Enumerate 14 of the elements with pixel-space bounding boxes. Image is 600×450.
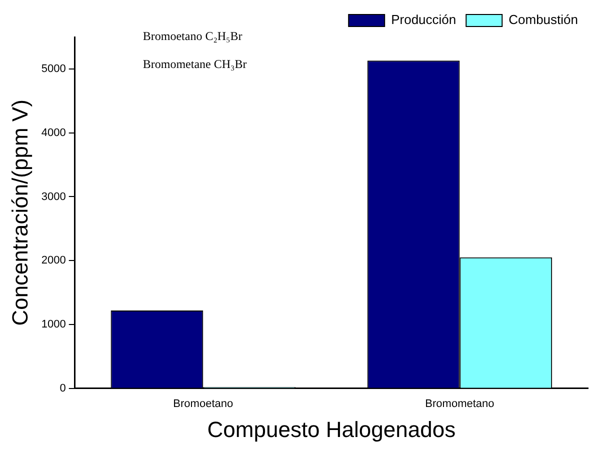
annotation: Bromoetano C₂H₅Br [142, 29, 242, 44]
x-tick-label: Bromoetano [173, 398, 234, 410]
x-axis-title: Compuesto Halogenados [207, 416, 456, 442]
legend-label: Combustión [508, 12, 578, 28]
x-tick-label: Bromometano [425, 398, 494, 410]
y-tick-label: 2000 [41, 254, 66, 267]
y-tick-label: 3000 [41, 190, 66, 203]
y-axis-title: Concentración/(ppm V) [7, 100, 32, 326]
annotation: Bromometane CH₃Br [142, 57, 247, 72]
y-tick-label: 4000 [41, 126, 66, 139]
legend-label: Producción [391, 12, 456, 28]
y-tick-label: 1000 [41, 318, 66, 331]
y-tick-label: 0 [60, 382, 66, 394]
y-tick-label: 5000 [41, 62, 66, 75]
